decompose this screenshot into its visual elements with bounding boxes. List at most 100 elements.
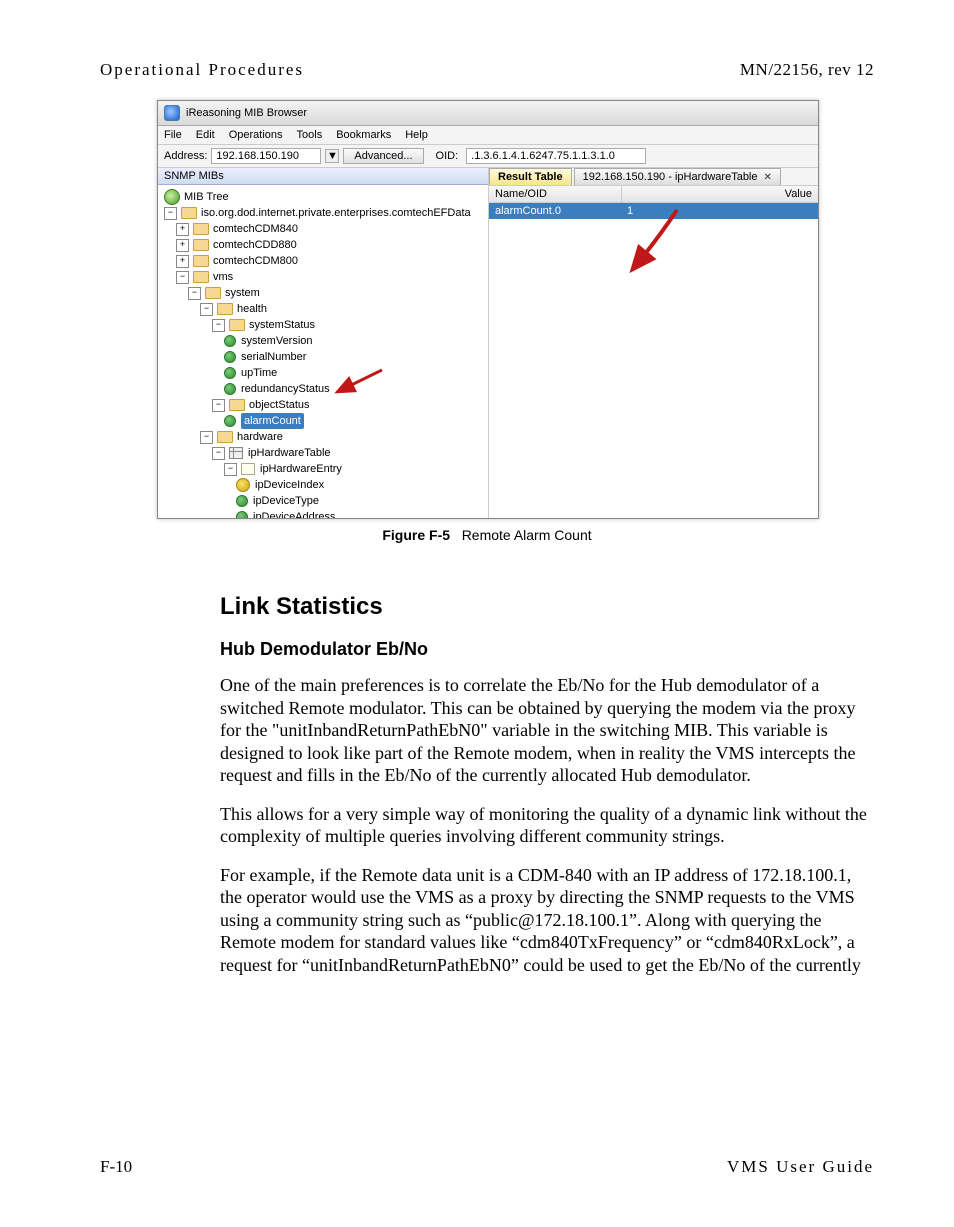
subsection-heading: Hub Demodulator Eb/No — [220, 639, 874, 660]
tree-uptime[interactable]: upTime — [241, 365, 277, 381]
folder-icon — [193, 223, 209, 235]
leaf-icon — [236, 511, 248, 518]
advanced-button[interactable]: Advanced... — [343, 148, 423, 164]
body-paragraph: For example, if the Remote data unit is … — [220, 864, 874, 977]
address-bar: Address: 192.168.150.190 ▼ Advanced... O… — [158, 145, 818, 168]
tree-systemstatus[interactable]: systemStatus — [249, 317, 315, 333]
oid-input[interactable]: .1.3.6.1.4.1.6247.75.1.1.3.1.0 — [466, 148, 646, 164]
leaf-icon — [224, 335, 236, 347]
header-section-title: Operational Procedures — [100, 60, 304, 80]
body-paragraph: This allows for a very simple way of mon… — [220, 803, 874, 848]
key-icon — [236, 478, 250, 492]
tree-alarmcount-selected[interactable]: alarmCount — [241, 413, 304, 429]
entry-icon — [241, 463, 255, 475]
folder-icon — [217, 303, 233, 315]
folder-icon — [205, 287, 221, 299]
tree-ipdeviceaddress[interactable]: ipDeviceAddress — [253, 509, 336, 518]
result-tabs: Result Table 192.168.150.190 - ipHardwar… — [489, 168, 818, 186]
figure-wrap: iReasoning MIB Browser File Edit Operati… — [157, 100, 817, 519]
body-paragraph: One of the main preferences is to correl… — [220, 674, 874, 787]
page-footer: F-10 VMS User Guide — [100, 1157, 874, 1177]
col-name-oid[interactable]: Name/OID — [489, 186, 622, 202]
address-dropdown-icon[interactable]: ▼ — [325, 149, 339, 163]
tree-hardware[interactable]: hardware — [237, 429, 283, 445]
folder-icon — [181, 207, 197, 219]
result-panel: Result Table 192.168.150.190 - ipHardwar… — [489, 168, 818, 518]
collapse-icon[interactable]: − — [212, 447, 225, 460]
menubar: File Edit Operations Tools Bookmarks Hel… — [158, 126, 818, 145]
folder-icon — [229, 319, 245, 331]
footer-doc-title: VMS User Guide — [727, 1157, 874, 1177]
address-label: Address: — [164, 150, 207, 162]
window-titlebar[interactable]: iReasoning MIB Browser — [158, 101, 818, 126]
tree-objectstatus[interactable]: objectStatus — [249, 397, 310, 413]
tree-panel-title: SNMP MIBs — [158, 168, 488, 185]
collapse-icon[interactable]: − — [176, 271, 189, 284]
leaf-icon — [224, 367, 236, 379]
tree-vms[interactable]: vms — [213, 269, 233, 285]
tree-ipdevicetype[interactable]: ipDeviceType — [253, 493, 319, 509]
window-title: iReasoning MIB Browser — [186, 107, 307, 119]
section-heading: Link Statistics — [220, 593, 874, 621]
header-doc-id: MN/22156, rev 12 — [740, 60, 874, 80]
collapse-icon[interactable]: − — [200, 303, 213, 316]
menu-bookmarks[interactable]: Bookmarks — [336, 129, 391, 141]
table-row[interactable]: alarmCount.0 1 — [489, 203, 818, 219]
menu-operations[interactable]: Operations — [229, 129, 283, 141]
expand-icon[interactable]: + — [176, 239, 189, 252]
collapse-icon[interactable]: − — [224, 463, 237, 476]
folder-icon — [193, 239, 209, 251]
folder-icon — [229, 399, 245, 411]
tree-system[interactable]: system — [225, 285, 260, 301]
leaf-icon — [224, 351, 236, 363]
tab-result-table[interactable]: Result Table — [489, 168, 572, 185]
leaf-icon — [224, 383, 236, 395]
cell-value: 1 — [621, 203, 818, 219]
cell-name: alarmCount.0 — [489, 203, 621, 219]
result-grid-body: alarmCount.0 1 — [489, 203, 818, 518]
tab-iphardware[interactable]: 192.168.150.190 - ipHardwareTable ✕ — [574, 168, 781, 185]
footer-page-number: F-10 — [100, 1157, 132, 1177]
tree-systemversion[interactable]: systemVersion — [241, 333, 313, 349]
mib-tree[interactable]: MIB Tree − iso.org.dod.internet.private.e… — [158, 185, 488, 518]
tree-serialnumber[interactable]: serialNumber — [241, 349, 306, 365]
close-icon[interactable]: ✕ — [764, 172, 772, 183]
app-icon — [164, 105, 180, 121]
tree-cdd880[interactable]: comtechCDD880 — [213, 237, 297, 253]
folder-icon — [193, 271, 209, 283]
leaf-icon — [224, 415, 236, 427]
tree-health[interactable]: health — [237, 301, 267, 317]
folder-icon — [193, 255, 209, 267]
collapse-icon[interactable]: − — [188, 287, 201, 300]
tree-iphardwareentry[interactable]: ipHardwareEntry — [260, 461, 342, 477]
figure-caption-text: Remote Alarm Count — [462, 527, 592, 543]
tree-ipdeviceindex[interactable]: ipDeviceIndex — [255, 477, 324, 493]
col-value[interactable]: Value — [622, 186, 818, 202]
collapse-icon[interactable]: − — [212, 399, 225, 412]
tab-iphardware-label: 192.168.150.190 - ipHardwareTable — [583, 171, 758, 183]
menu-help[interactable]: Help — [405, 129, 428, 141]
collapse-icon[interactable]: − — [200, 431, 213, 444]
oid-label: OID: — [436, 150, 459, 162]
result-grid-header: Name/OID Value — [489, 186, 818, 203]
leaf-icon — [236, 495, 248, 507]
expand-icon[interactable]: + — [176, 223, 189, 236]
tree-cdm840[interactable]: comtechCDM840 — [213, 221, 298, 237]
tree-enterprises[interactable]: iso.org.dod.internet.private.enterprises… — [201, 205, 471, 221]
mib-tree-panel: SNMP MIBs MIB Tree − iso.org.dod.internet… — [158, 168, 489, 518]
figure-label: Figure F-5 — [382, 527, 450, 543]
expand-icon[interactable]: + — [176, 255, 189, 268]
folder-icon — [217, 431, 233, 443]
menu-file[interactable]: File — [164, 129, 182, 141]
menu-tools[interactable]: Tools — [297, 129, 323, 141]
collapse-icon[interactable]: − — [164, 207, 177, 220]
tree-cdm800[interactable]: comtechCDM800 — [213, 253, 298, 269]
tree-iphardwaretable[interactable]: ipHardwareTable — [248, 445, 331, 461]
menu-edit[interactable]: Edit — [196, 129, 215, 141]
globe-icon — [164, 189, 180, 205]
page-header: Operational Procedures MN/22156, rev 12 — [100, 60, 874, 80]
address-input[interactable]: 192.168.150.190 — [211, 148, 321, 164]
tree-redundancy[interactable]: redundancyStatus — [241, 381, 330, 397]
collapse-icon[interactable]: − — [212, 319, 225, 332]
tree-root[interactable]: MIB Tree — [184, 189, 229, 205]
